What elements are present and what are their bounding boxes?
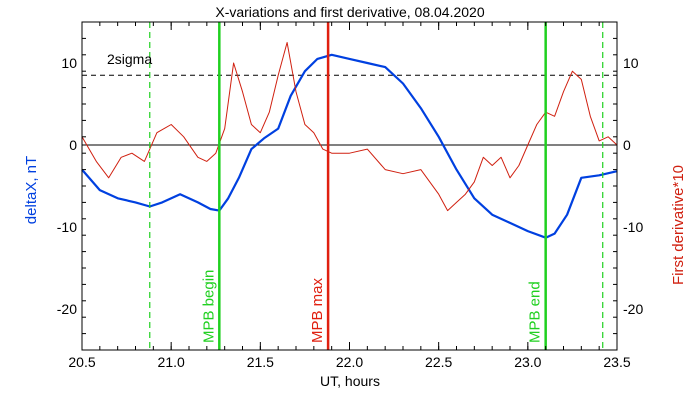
y-tick-label-left: 10 [61, 55, 77, 71]
x-tick-label: 23.0 [514, 354, 541, 370]
series-layer [81, 42, 618, 239]
derivative-series-line [81, 42, 618, 212]
marker-label-mpb-end: MPB end [527, 281, 544, 343]
x-tick-label: 20.5 [68, 354, 95, 370]
x-tick-label: 23.5 [603, 354, 630, 370]
y-tick-label-left: -20 [57, 301, 77, 317]
x-tick-label: 21.0 [158, 354, 185, 370]
x-tick-label: 22.5 [425, 354, 452, 370]
y-tick-label-left: 0 [69, 137, 77, 153]
marker-label-mpb-max: MPB max [309, 277, 326, 343]
axes-layer: 20.5 21.0 21.5 22.0 22.5 23.0 23.5 -20 -10 0 10 -20… [57, 21, 643, 370]
y-axis-label-left: deltaX, nT [23, 156, 40, 224]
y-tick-label-right: 0 [623, 137, 631, 153]
y-tick-label-right: -10 [623, 219, 643, 235]
vertical-markers: MPB begin MPB max MPB end [149, 22, 604, 350]
x-tick-label: 21.5 [247, 354, 274, 370]
chart-title: X-variations and first derivative, 08.04… [215, 4, 484, 20]
x-axis-label: UT, hours [320, 373, 380, 389]
y-axis-label-right: First derivative*10 [670, 165, 687, 285]
plot-area [82, 74, 617, 146]
y-tick-label-left: -10 [57, 219, 77, 235]
y-tick-label-right: -20 [623, 301, 643, 317]
sigma-label: 2sigma [107, 51, 152, 67]
y-tick-label-right: 10 [623, 55, 639, 71]
x-tick-label: 22.0 [336, 354, 363, 370]
marker-label-mpb-begin: MPB begin [200, 270, 217, 343]
deltax-series-line [81, 53, 618, 239]
